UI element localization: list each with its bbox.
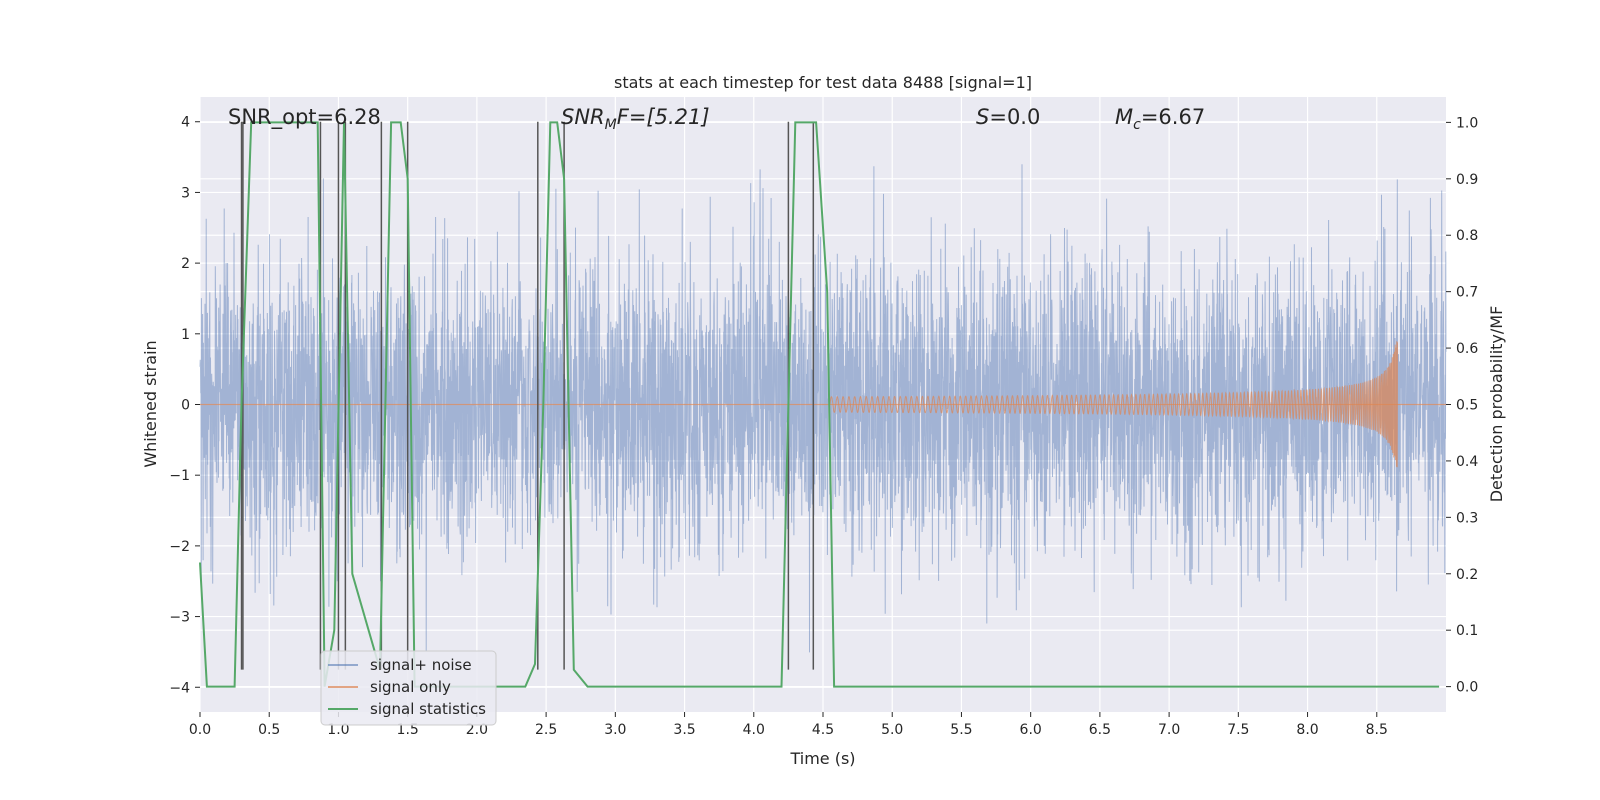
x-axis-label: Time (s) [789, 749, 855, 768]
y-left-tick-label-5: −1 [169, 468, 190, 484]
snr-mf-value: F=[5.21] [617, 105, 710, 129]
mc-label: M [1115, 105, 1133, 129]
y-left-tick-label-1: 3 [181, 185, 190, 201]
x-tick-label-10: 5.0 [881, 722, 903, 738]
y-left-tick-label-8: −4 [169, 680, 190, 696]
y-left-tick-label-7: −3 [169, 610, 190, 626]
snr-mf-subscript: M [605, 117, 617, 133]
x-tick-label-0: 0.0 [189, 722, 211, 738]
x-tick-label-6: 3.0 [604, 722, 626, 738]
annotation-s: S=0.0 [976, 105, 1040, 129]
y-right-tick-label-3: 0.7 [1456, 285, 1478, 301]
legend-label-noise: signal+ noise [370, 656, 472, 674]
annotation-mc: Mc=6.67 [1115, 105, 1205, 133]
y-right-tick-label-5: 0.5 [1456, 398, 1478, 414]
y-left-tick-label-3: 1 [181, 327, 190, 343]
x-tick-label-13: 6.5 [1089, 722, 1111, 738]
y-axis-label-right: Detection probability/MF [1487, 306, 1506, 503]
annotation-snr-mf: SNRMF=[5.21] [561, 105, 710, 133]
signal-chirp [829, 341, 1398, 468]
y-left-tick-label-4: 0 [181, 398, 190, 414]
y-left-tick-label-2: 2 [181, 256, 190, 272]
y-right-tick-label-0: 1.0 [1456, 115, 1478, 131]
chart-title: stats at each timestep for test data 848… [614, 73, 1032, 92]
y-right-tick-label-7: 0.3 [1456, 510, 1478, 526]
x-tick-label-12: 6.0 [1020, 722, 1042, 738]
annotation-snr-opt: SNR_opt=6.28 [228, 105, 381, 130]
legend: signal+ noise signal only signal statist… [320, 650, 497, 726]
x-tick-label-4: 2.0 [466, 722, 488, 738]
x-tick-label-5: 2.5 [535, 722, 557, 738]
y-right-tick-label-8: 0.2 [1456, 567, 1478, 583]
x-tick-label-11: 5.5 [950, 722, 972, 738]
y-left-tick-label-0: 4 [181, 115, 190, 131]
y-axis-label-left: Whitened strain [141, 340, 160, 467]
y-right-tick-label-4: 0.6 [1456, 341, 1478, 357]
s-value: =0.0 [989, 105, 1040, 129]
y-right-tick-label-10: 0.0 [1456, 680, 1478, 696]
x-tick-label-2: 1.0 [327, 722, 349, 738]
mc-subscript: c [1133, 117, 1141, 133]
x-tick-label-14: 7.0 [1158, 722, 1180, 738]
x-tick-label-3: 1.5 [397, 722, 419, 738]
x-tick-label-7: 3.5 [673, 722, 695, 738]
s-label: S [976, 105, 989, 129]
legend-label-stats: signal statistics [370, 700, 486, 718]
axis-ticks: 0.0 0.5 1.0 1.5 2.0 2.5 3.0 3.5 4.0 4.5 5.0 5.5 6.0 6… [169, 115, 1478, 738]
y-right-tick-label-1: 0.9 [1456, 172, 1478, 188]
y-left-tick-label-6: −2 [169, 539, 190, 555]
x-tick-label-1: 0.5 [258, 722, 280, 738]
y-right-tick-label-2: 0.8 [1456, 228, 1478, 244]
stats-line [199, 121, 1440, 688]
x-tick-label-17: 8.5 [1366, 722, 1388, 738]
y-right-tick-label-9: 0.1 [1456, 623, 1478, 639]
y-right-tick-label-6: 0.4 [1456, 454, 1478, 470]
legend-box [320, 650, 497, 726]
x-tick-label-8: 4.0 [743, 722, 765, 738]
legend-label-signal: signal only [370, 678, 451, 696]
x-tick-label-16: 8.0 [1296, 722, 1318, 738]
x-tick-label-15: 7.5 [1227, 722, 1249, 738]
snr-mf-label: SNR [561, 105, 605, 129]
mc-value: =6.67 [1141, 105, 1205, 129]
x-tick-label-9: 4.5 [812, 722, 834, 738]
